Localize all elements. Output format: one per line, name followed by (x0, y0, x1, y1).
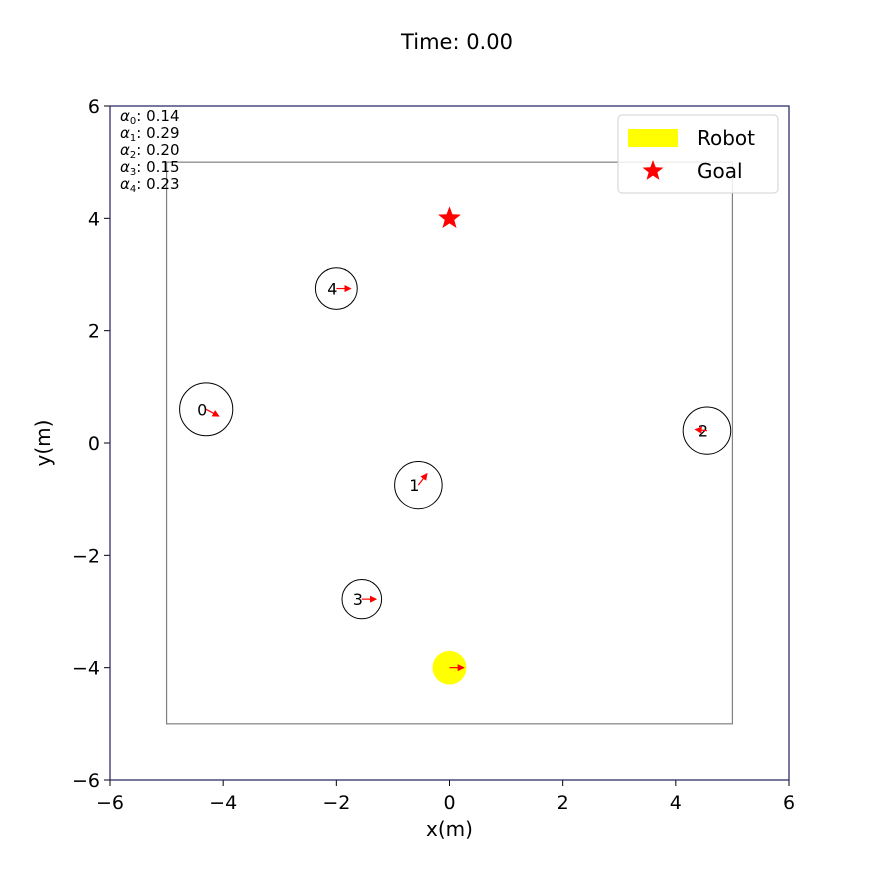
y-tick-label: −2 (72, 545, 100, 567)
human-circle (314, 267, 358, 310)
alpha-annotation: α4: 0.23 (120, 175, 180, 195)
human-id-label: 0 (197, 400, 207, 419)
x-tick-label: −6 (96, 792, 124, 814)
y-tick-label: −4 (72, 658, 100, 680)
x-tick-label: 0 (443, 792, 455, 814)
boundary-rect (165, 161, 734, 725)
human-circle (179, 382, 234, 437)
goal-star-marker (438, 206, 461, 229)
y-tick-label: 2 (88, 321, 100, 343)
y-tick-label: 4 (88, 208, 100, 230)
human-circle (394, 461, 443, 510)
x-axis-label: x(m) (426, 817, 473, 841)
alpha-annotation: α1: 0.29 (120, 124, 180, 144)
chart-title: Time: 0.00 (400, 30, 513, 54)
y-tick-label: 0 (88, 433, 100, 455)
human-heading-arrow (417, 472, 428, 486)
x-tick-label: 4 (670, 792, 682, 814)
alpha-annotation: α3: 0.15 (120, 158, 180, 178)
legend-goal-star (642, 160, 664, 180)
plot-frame (109, 105, 790, 781)
human-circle (682, 406, 732, 455)
legend-goal-label: Goal (697, 159, 743, 183)
legend-robot-patch (628, 129, 678, 147)
x-tick-label: −4 (209, 792, 237, 814)
x-tick-label: 2 (557, 792, 569, 814)
y-tick-label: 6 (88, 96, 100, 118)
alpha-annotation: α2: 0.20 (120, 141, 180, 161)
human-id-label: 1 (409, 476, 419, 495)
alpha-annotation: α0: 0.14 (120, 107, 180, 127)
human-id-label: 2 (698, 422, 708, 441)
y-axis-label: y(m) (31, 420, 55, 467)
human-id-label: 4 (327, 280, 337, 299)
y-tick-label: −6 (72, 770, 100, 792)
x-tick-label: 6 (783, 792, 795, 814)
legend-robot-label: Robot (697, 126, 755, 150)
human-circle (341, 578, 383, 620)
human-heading-arrow (694, 426, 708, 434)
x-tick-label: −2 (322, 792, 350, 814)
human-heading-arrow (205, 408, 220, 417)
human-id-label: 3 (353, 590, 363, 609)
